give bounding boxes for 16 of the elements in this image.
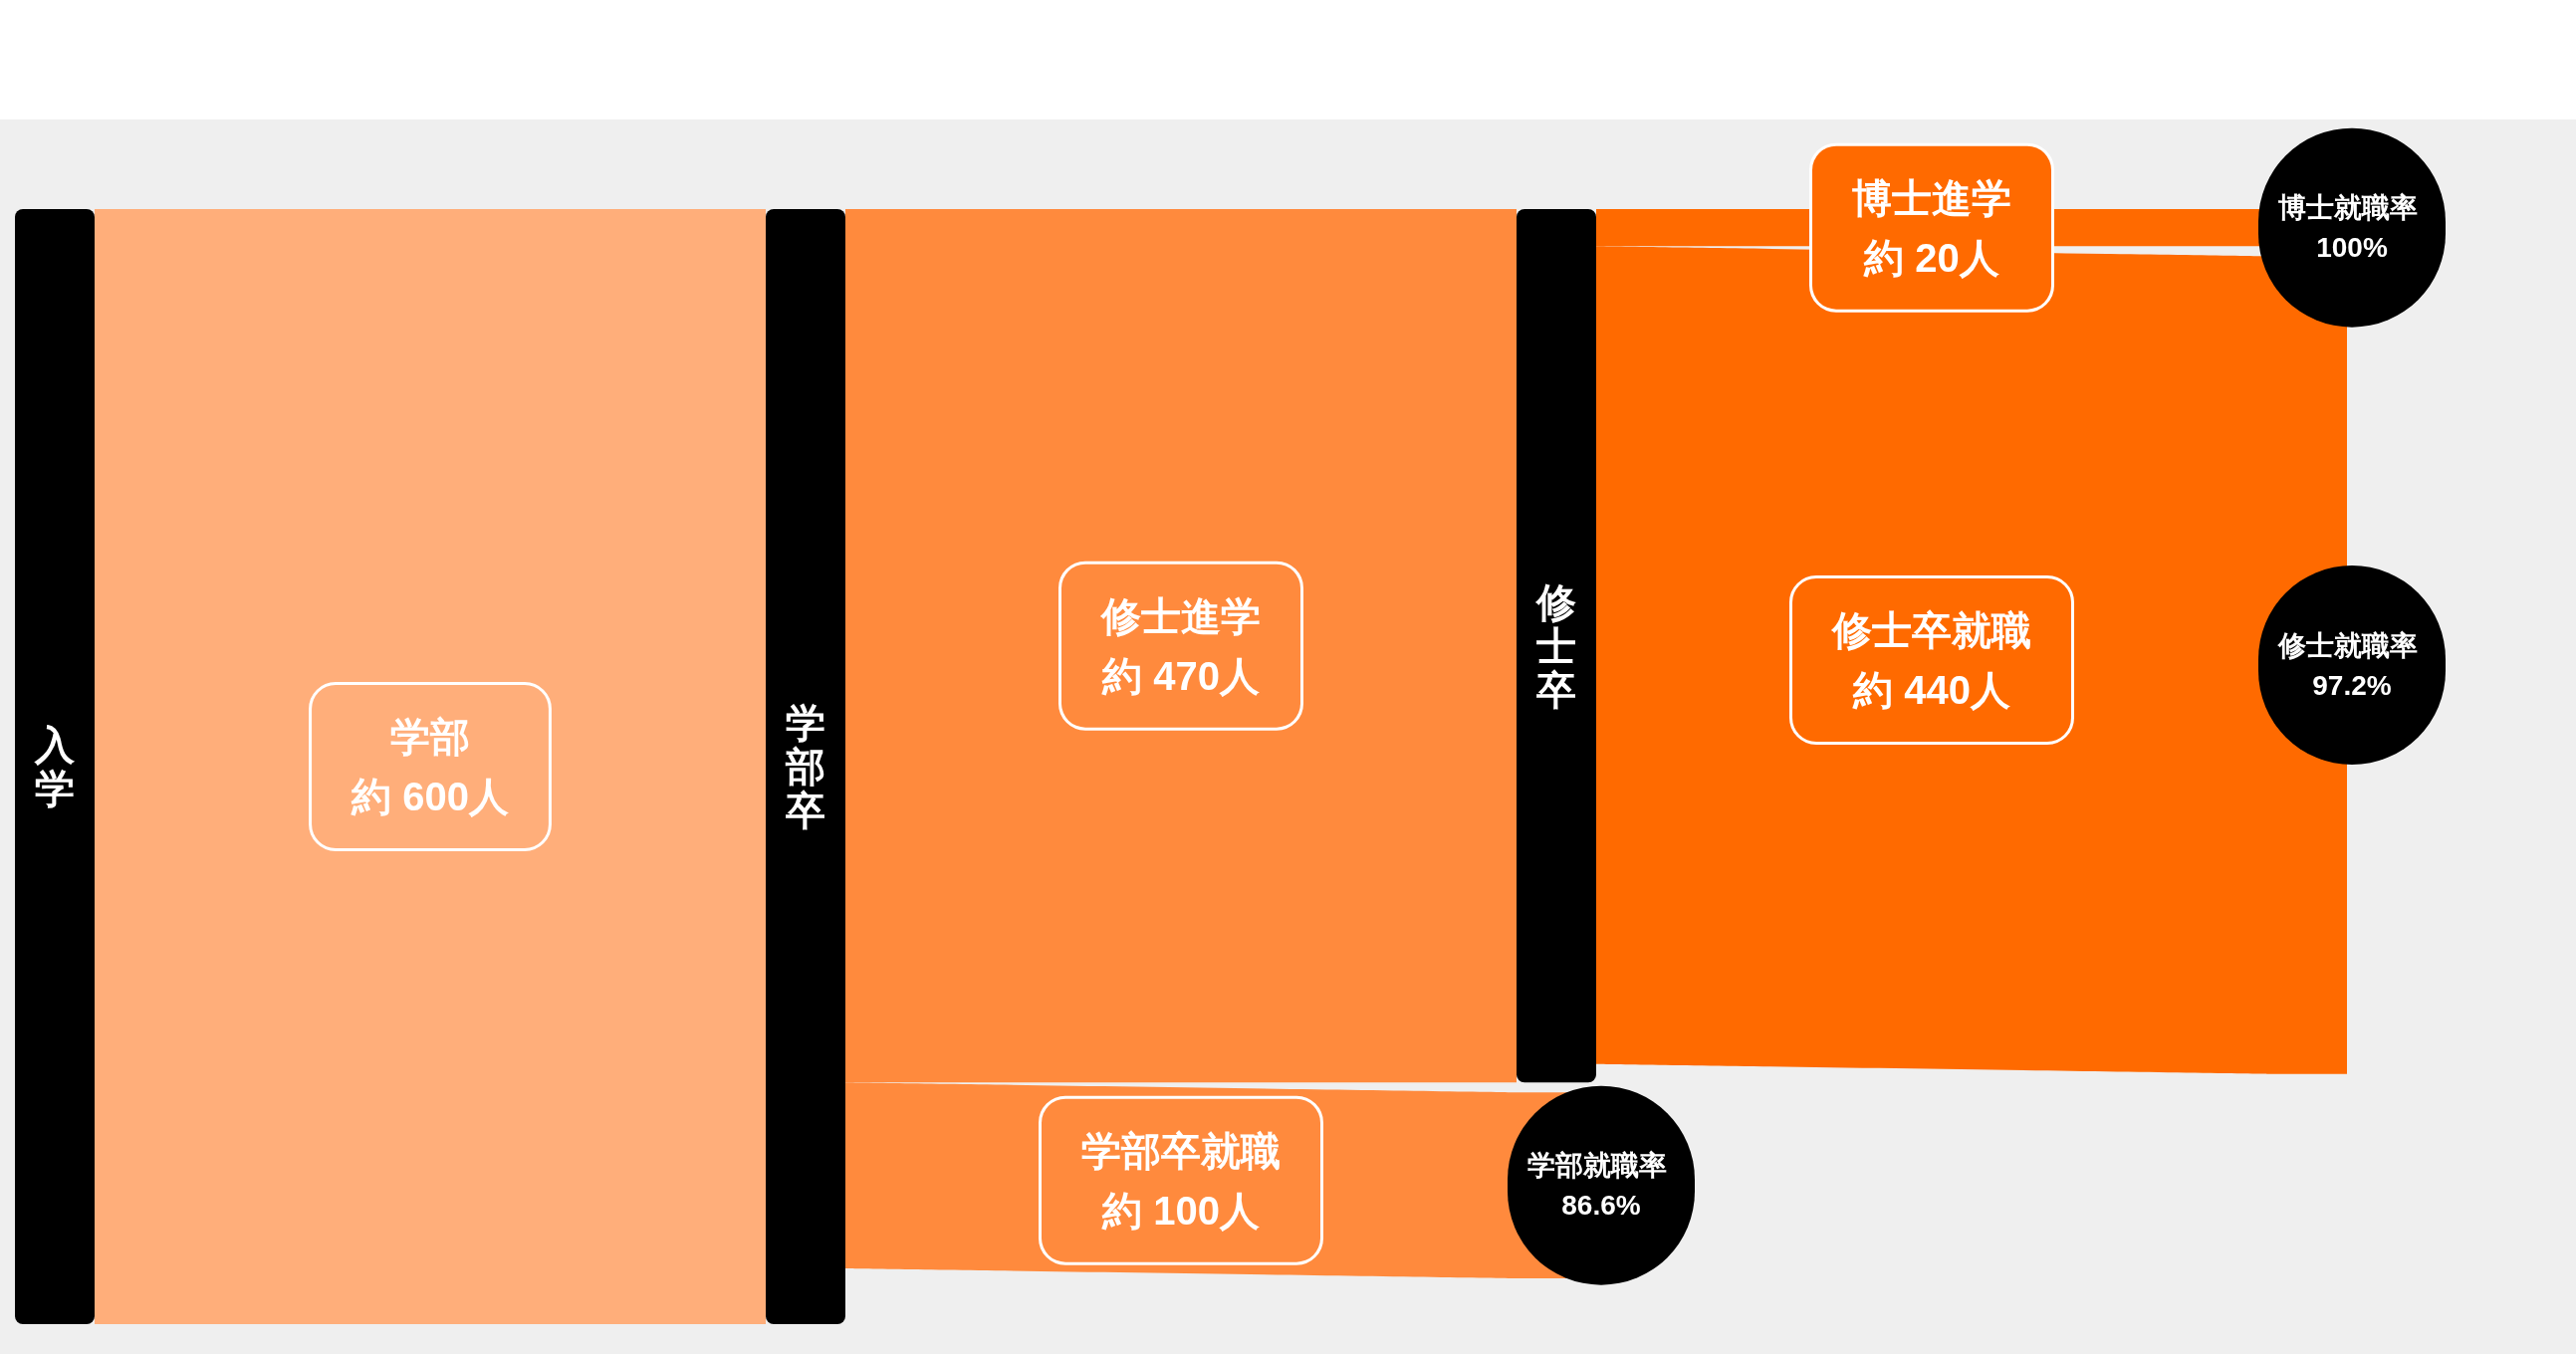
category-label: 学部卒就職 — [1081, 1128, 1281, 1173]
category-label: 博士進学 — [1852, 175, 2011, 220]
category-label: 学部 — [390, 715, 470, 759]
text: 博士就職率 100% — [2277, 192, 2426, 264]
text: 修士就職率 97.2% — [2277, 629, 2426, 701]
text: 修士卒 — [1534, 579, 1576, 712]
data-label: 約 600人 — [351, 775, 510, 818]
data-label: 約 100人 — [1101, 1188, 1261, 1233]
text: 入学 — [34, 723, 76, 810]
category-label: 修士進学 — [1099, 593, 1261, 638]
text: 学部就職率 86.6% — [1527, 1150, 1675, 1222]
category-label: 修士卒就職 — [1830, 608, 2031, 652]
data-label: 約 20人 — [1863, 235, 2000, 280]
data-label: 約 440人 — [1852, 668, 2011, 712]
text: 学部卒 — [785, 701, 825, 832]
data-label: 約 470人 — [1101, 653, 1261, 698]
